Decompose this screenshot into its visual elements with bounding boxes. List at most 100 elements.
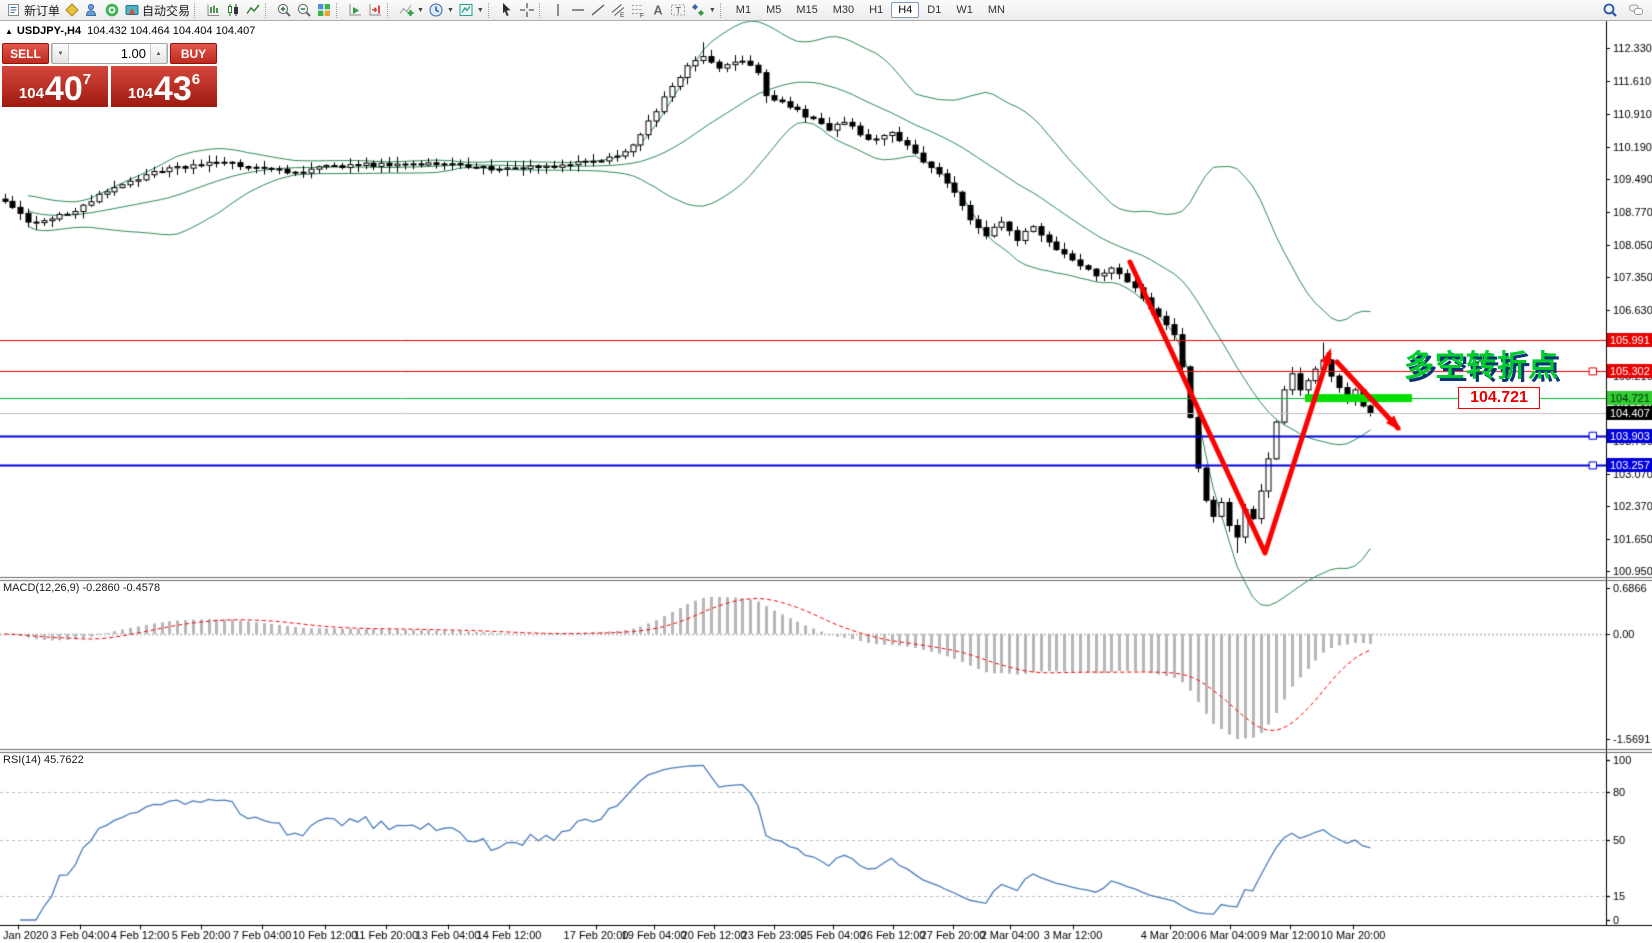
crosshair-button[interactable] [517,1,537,19]
dropdown-caret-icon[interactable]: ▼ [417,6,424,14]
cursor-button[interactable] [497,1,517,19]
toolbar-separator [719,2,725,18]
sell-button[interactable]: SELL [2,43,49,64]
symbol-name: USDJPY-,H4 [16,25,82,37]
zoom-in-icon [276,2,292,18]
zoom-in-button[interactable] [274,1,294,19]
bar-chart-button[interactable] [203,1,223,19]
channel-icon: E [610,2,626,18]
macd-indicator-label: MACD(12,26,9) -0.2860 -0.4578 [3,582,161,594]
community-icon-icon [84,2,100,18]
crosshair-icon [519,2,535,18]
price-callout-box[interactable]: 104.721 [1458,387,1540,409]
volume-stepper: ▼ ▲ [51,43,168,64]
gold-icon[interactable] [62,1,82,19]
sell-price-display[interactable]: 104 40 7 [2,66,108,107]
timeframe-D1-button[interactable]: D1 [927,4,942,16]
tile-windows-icon [316,2,332,18]
toolbar-separator [265,2,270,18]
fibonacci-icon: F [630,2,646,18]
buy-price-handle: 104 [127,85,153,102]
timeframe-toolbar: M1 M5 M15 M30 H1 H4 D1 W1 MN [729,2,1012,18]
vertical-line-button[interactable] [548,1,568,19]
dropdown-caret-icon[interactable]: ▼ [708,6,716,14]
zoom-out-icon [296,2,312,18]
label-icon: T [670,2,686,18]
autotrading-button[interactable]: 自动交易 [122,1,192,19]
main-toolbar: 新订单 自动交易 ▼ ▼ ▼ E F A T ▼ M1 M5 M15 M30 H1 H4 D1 W1 MN [0,0,1652,21]
candlestick-chart-button[interactable] [223,1,243,19]
sell-price-handle: 104 [18,85,44,102]
new-order-button[interactable]: 新订单 [4,1,62,19]
line-chart-button[interactable] [243,1,263,19]
timeframe-M30-button[interactable]: M30 [832,4,855,16]
sell-price-pip: 7 [82,71,92,88]
timeframe-H1-button[interactable]: H1 [869,4,884,16]
text-button[interactable]: A [648,1,668,19]
bar-chart-icon [205,2,221,18]
tile-windows-button[interactable] [314,1,334,19]
svg-text:A: A [653,4,662,18]
svg-text:F: F [640,13,644,19]
collapse-arrow-icon[interactable]: ▲ [5,27,13,36]
toolbar-separator [538,2,544,18]
channel-button[interactable]: E [608,1,628,19]
label-button[interactable]: T [668,1,688,19]
horizontal-line-button[interactable] [568,1,588,19]
signals-icon-icon [104,2,120,18]
vertical-line-icon [550,2,566,18]
buy-button[interactable]: BUY [170,43,217,64]
timeframe-M1-button[interactable]: M1 [735,4,752,16]
dropdown-caret-icon[interactable]: ▼ [446,6,454,14]
timeframe-M15-button[interactable]: M15 [796,4,818,16]
svg-text:E: E [620,12,625,18]
chart-shift-button[interactable] [365,1,385,19]
timeframe-W1-button[interactable]: W1 [956,4,973,16]
templates-icon [458,2,474,18]
buy-price-display[interactable]: 104 43 6 [111,66,217,107]
timeframe-M5-button[interactable]: M5 [766,4,782,16]
arrows-button[interactable]: ▼ [688,1,718,19]
volume-decrease-button[interactable]: ▼ [52,44,69,63]
periods-button[interactable]: ▼ [426,1,456,19]
toolbar-right-group [1600,1,1648,19]
timeframe-MN-button[interactable]: MN [987,4,1005,16]
arrows-icon [690,2,706,18]
trendline-button[interactable] [588,1,608,19]
toolbar-separator [387,2,392,18]
turning-point-annotation[interactable]: 多空转折点 [1404,350,1559,383]
cursor-icon [499,2,515,18]
chart-title-overlay: ▲ USDJPY-,H4 104.432 104.464 104.404 104.4… [5,25,255,37]
autotrading-button-label: 自动交易 [142,3,191,18]
volume-input[interactable] [69,44,150,63]
timeframe-H4-button[interactable]: H4 [891,2,920,18]
auto-scroll-button[interactable] [345,1,365,19]
rsi-indicator-label: RSI(14) 45.7622 [3,754,84,766]
zoom-out-button[interactable] [294,1,314,19]
signals-icon[interactable] [102,1,122,19]
autotrading-icon [124,2,140,18]
indicators-button[interactable]: ▼ [396,1,426,19]
toolbar-separator [194,2,199,18]
buy-price-pip: 6 [191,71,201,88]
gold-icon-icon [64,2,80,18]
community-icon[interactable] [82,1,102,19]
dropdown-caret-icon[interactable]: ▼ [476,6,484,14]
chat-button[interactable] [1626,1,1646,19]
templates-button[interactable]: ▼ [456,1,486,19]
trendline-icon [590,2,606,18]
new-order-icon [6,2,22,18]
candlestick-chart-icon [225,2,241,18]
search-icon [1602,2,1618,18]
toolbar-separator [336,2,341,18]
periods-icon [428,2,444,18]
volume-increase-button[interactable]: ▲ [150,44,167,63]
svg-text:T: T [675,6,681,16]
fibonacci-button[interactable]: F [628,1,648,19]
toolbar-separator [487,2,493,18]
text-icon: A [650,2,666,18]
search-button[interactable] [1600,1,1620,19]
